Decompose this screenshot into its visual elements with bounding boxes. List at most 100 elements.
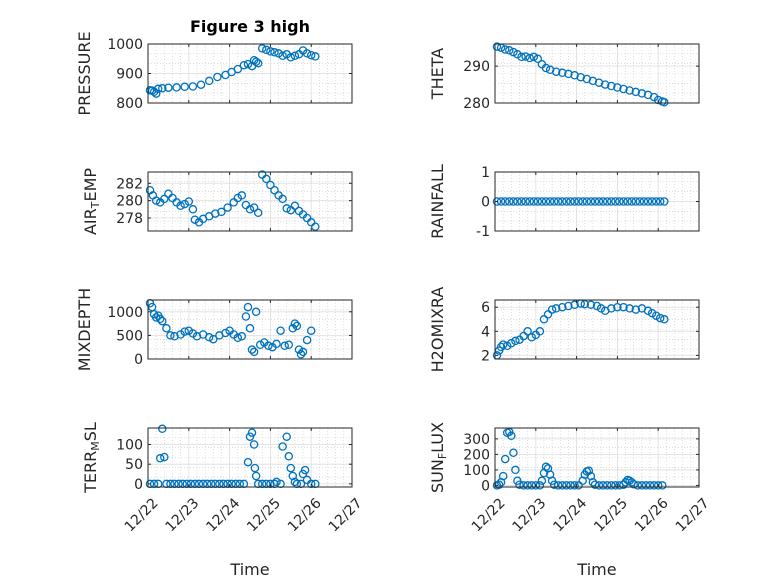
data-point (280, 341, 289, 351)
data-point (155, 454, 165, 463)
x-axis-label: Time (576, 560, 616, 579)
data-point (158, 316, 167, 326)
data-point (525, 197, 534, 206)
data-point (570, 481, 579, 490)
y-tick-label: 280 (463, 96, 490, 112)
data-point (570, 197, 579, 206)
y-axis-label-part: PRESSURE (75, 31, 94, 115)
data-point (282, 432, 291, 441)
y-tick-label: 0 (481, 195, 490, 211)
data-point (582, 197, 592, 206)
data-point (251, 57, 261, 66)
subplot-theta: 280 290 THETA (428, 42, 700, 112)
data-point (545, 197, 555, 206)
data-point (623, 197, 632, 206)
data-point (660, 98, 669, 107)
data-point (284, 452, 294, 461)
data-point (586, 197, 596, 206)
data-point (176, 201, 185, 211)
data-point (243, 59, 253, 69)
data-point (529, 197, 539, 206)
y-tick-label: 300 (463, 432, 490, 448)
data-point (549, 197, 559, 206)
data-point (288, 324, 298, 333)
data-point (237, 332, 247, 341)
data-point (166, 331, 175, 340)
y-tick-label: 900 (116, 67, 143, 83)
y-tick-label: 278 (116, 211, 143, 227)
data-point (290, 201, 300, 211)
data-point (498, 340, 508, 349)
data-point (211, 209, 220, 218)
data-point (549, 480, 559, 489)
y-axis-label-part: SL (81, 422, 100, 441)
y-tick-label: 6 (481, 300, 490, 316)
y-axis-label: RAINFALL (428, 164, 447, 239)
data-point (270, 48, 279, 57)
y-axis-label-part: THETA (428, 48, 447, 100)
data-point (162, 324, 171, 333)
x-tick-label: 12/27 (673, 495, 713, 535)
y-axis-label: THETA (428, 48, 447, 100)
subplot-terr_msl: 0 50 100 12/22 12/23 12/24 12/25 12/26 12/27 TERR… (81, 422, 366, 579)
data-point (600, 80, 610, 89)
data-point (619, 84, 628, 94)
x-tick-label: 12/23 (510, 495, 550, 535)
data-point (643, 306, 653, 316)
data-point (153, 84, 163, 94)
y-tick-label: -1 (476, 224, 490, 240)
data-point (637, 89, 647, 98)
data-point (529, 52, 539, 62)
data-point (296, 350, 306, 359)
data-point (284, 340, 294, 350)
data-point (566, 481, 575, 490)
data-point (553, 481, 563, 490)
data-point (598, 197, 608, 206)
x-axis-label: Time (229, 560, 269, 579)
data-point (507, 431, 516, 441)
data-point (278, 51, 287, 61)
data-point (564, 69, 573, 79)
data-point (547, 305, 557, 314)
data-point (505, 46, 514, 55)
data-point (590, 480, 600, 489)
y-axis-label: SUNFLUX (428, 422, 449, 493)
data-point (151, 89, 161, 98)
data-point (170, 332, 179, 341)
data-point (213, 72, 222, 82)
y-axis-label-part: SUN (428, 459, 447, 493)
y-tick-label: 500 (116, 328, 143, 344)
axes-box (494, 43, 700, 104)
data-point (527, 333, 536, 342)
data-point (492, 42, 502, 51)
data-point (633, 481, 643, 490)
y-axis-label-part: AIR (81, 208, 100, 235)
data-point (255, 340, 265, 350)
data-point (513, 197, 522, 206)
data-point (641, 481, 651, 490)
y-axis-label-part: T (89, 201, 102, 209)
data-point (311, 52, 320, 61)
data-point (598, 481, 608, 490)
data-point (613, 83, 622, 92)
data-point (192, 332, 202, 341)
subplot-pressure: 800 900 1000 PRESSURE Figure 3 high (75, 17, 353, 116)
data-point (204, 333, 214, 342)
data-point (535, 481, 545, 490)
data-point (607, 304, 616, 313)
data-point (619, 197, 628, 206)
data-point (288, 471, 298, 481)
data-point (196, 80, 206, 89)
data-point (505, 197, 514, 206)
data-point (541, 197, 551, 206)
data-point (247, 345, 257, 354)
x-tick-label: 12/22 (469, 495, 509, 535)
data-point (602, 481, 612, 490)
data-point (551, 304, 561, 313)
data-point (160, 452, 169, 462)
data-point (251, 307, 261, 317)
data-point (562, 197, 571, 206)
axes-box (147, 299, 353, 360)
